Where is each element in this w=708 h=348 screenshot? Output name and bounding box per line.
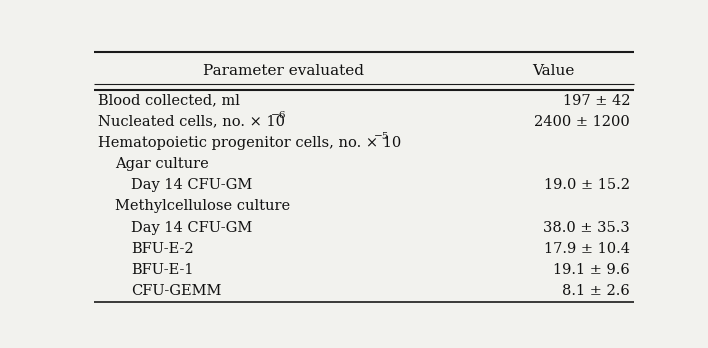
Text: 17.9 ± 10.4: 17.9 ± 10.4 [544,242,630,256]
Text: Hematopoietic progenitor cells, no. × 10: Hematopoietic progenitor cells, no. × 10 [98,136,401,150]
Text: Day 14 CFU-GM: Day 14 CFU-GM [131,178,253,192]
Text: 197 ± 42: 197 ± 42 [563,94,630,108]
Text: 19.0 ± 15.2: 19.0 ± 15.2 [544,178,630,192]
Text: Day 14 CFU-GM: Day 14 CFU-GM [131,221,253,235]
Text: CFU-GEMM: CFU-GEMM [131,284,222,298]
Text: Blood collected, ml: Blood collected, ml [98,94,240,108]
Text: −6: −6 [270,111,286,120]
Text: 38.0 ± 35.3: 38.0 ± 35.3 [543,221,630,235]
Text: −5: −5 [374,133,389,142]
Text: BFU-E-2: BFU-E-2 [131,242,194,256]
Text: BFU-E-1: BFU-E-1 [131,263,194,277]
Text: Parameter evaluated: Parameter evaluated [202,64,364,78]
Text: Agar culture: Agar culture [115,157,209,171]
Text: Value: Value [532,64,575,78]
Text: 8.1 ± 2.6: 8.1 ± 2.6 [562,284,630,298]
Text: 2400 ± 1200: 2400 ± 1200 [535,115,630,129]
Text: Nucleated cells, no. × 10: Nucleated cells, no. × 10 [98,115,285,129]
Text: 19.1 ± 9.6: 19.1 ± 9.6 [554,263,630,277]
Text: Methylcellulose culture: Methylcellulose culture [115,199,290,213]
